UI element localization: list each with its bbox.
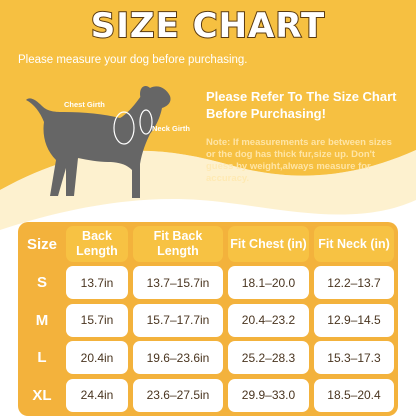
column-header: Fit Neck (in) [314,226,394,262]
table-cell: 15.7–17.7in [133,303,223,337]
table-cell: 18.5–20.4 [314,378,394,412]
table-cell: 20.4–23.2 [228,303,309,337]
column-header: Fit Chest (in) [228,226,309,262]
table-cell: 25.2–28.3 [228,341,309,374]
size-table: Size Back Length Fit Back Length Fit Chest … [18,222,398,416]
diagram-label: Chest Girth [64,100,105,109]
column-header: Fit Back Length [133,226,223,262]
table-cell: 24.4in [66,378,128,412]
table-cell: 15.3–17.3 [314,341,394,374]
size-label: M [35,311,49,329]
title: SIZE CHART [90,5,326,47]
column-header: Size [26,235,57,253]
notice-heading: Please Refer To The Size Chart Before Pu… [206,89,397,121]
table-cell: 23.6–27.5in [133,378,223,412]
chest-girth-mark [113,111,135,145]
bg-wave [0,150,416,230]
table-cell: 18.1–20.0 [228,266,309,299]
subtitle: Please measure your dog before purchasin… [18,54,248,66]
table-cell: 20.4in [66,341,128,374]
table-cell: 12.2–13.7 [314,266,394,299]
size-label: L [37,349,47,366]
size-label: S [36,274,47,291]
dog-silhouette [26,86,171,198]
table-cell: 13.7in [66,266,128,299]
table-cell: 12.9–14.5 [314,303,394,337]
size-label: XL [32,386,52,404]
table-cell: 19.6–23.6in [133,341,223,374]
column-header: Back Length [66,226,128,262]
neck-girth-mark [139,109,153,135]
table-cell: 29.9–33.0 [228,378,309,412]
table-cell: 15.7in [66,303,128,337]
table-cell: 13.7–15.7in [133,266,223,299]
diagram-label: Neck Girth [152,124,190,133]
notice-note: Note: If measurements are between sizes … [206,137,392,184]
